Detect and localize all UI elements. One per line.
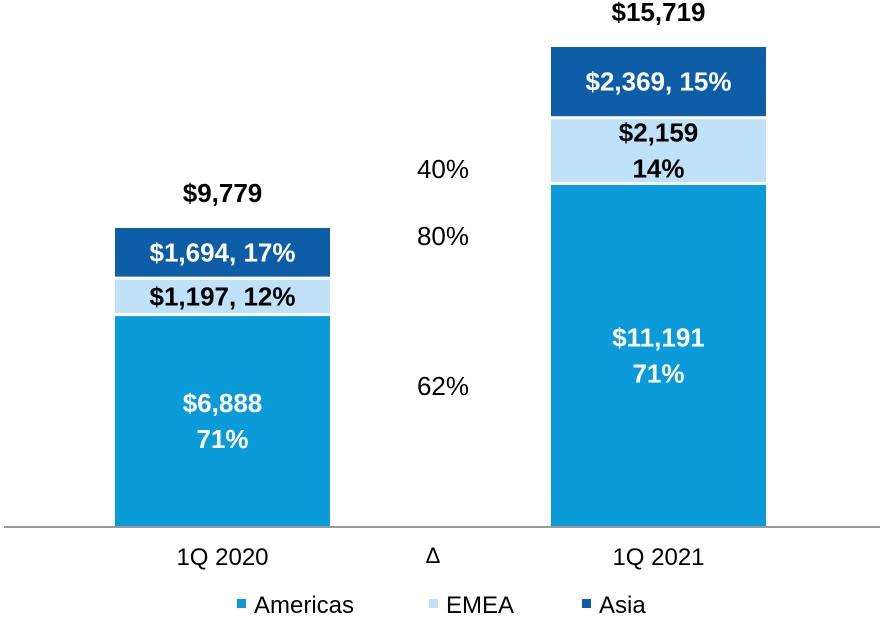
legend-swatch-americas	[237, 599, 246, 608]
bar-asia-1	[115, 228, 330, 277]
growth-label-americas: 62%	[417, 371, 469, 401]
bar-americas-2	[551, 184, 766, 526]
data-label-asia-1: $1,694, 17%	[149, 237, 295, 267]
total-label-2: $15,719	[612, 0, 706, 27]
legend-swatch-asia	[582, 599, 591, 608]
growth-label-emea: 80%	[417, 221, 469, 251]
legend-label-emea: EMEA	[446, 592, 514, 619]
x-tick-label-2: 1Q 2021	[612, 544, 704, 571]
bar-emea-2	[551, 119, 766, 182]
bar-asia-2	[551, 47, 766, 117]
data-label-americas-2-line2: 71%	[632, 358, 684, 388]
x-tick-label-1: 1Q 2020	[176, 544, 268, 571]
data-label-americas-2-line1: $11,191	[612, 322, 705, 352]
legend-label-asia: Asia	[599, 592, 646, 619]
delta-label: Δ	[426, 543, 441, 568]
data-label-americas-1-line1: $6,888	[183, 388, 263, 418]
data-label-americas-1-line2: 71%	[196, 424, 248, 454]
data-label-emea-1: $1,197, 12%	[149, 281, 295, 311]
legend-label-americas: Americas	[254, 592, 354, 619]
total-label-1: $9,779	[183, 178, 263, 208]
data-label-emea-2-line2: 14%	[632, 154, 684, 184]
bar-americas-1	[115, 316, 330, 526]
data-label-asia-2: $2,369, 15%	[585, 67, 731, 97]
bar-emea-1	[115, 279, 330, 314]
data-label-emea-2-line1: $2,159	[619, 118, 699, 148]
growth-label-asia: 40%	[417, 154, 469, 184]
legend-swatch-emea	[429, 599, 438, 608]
